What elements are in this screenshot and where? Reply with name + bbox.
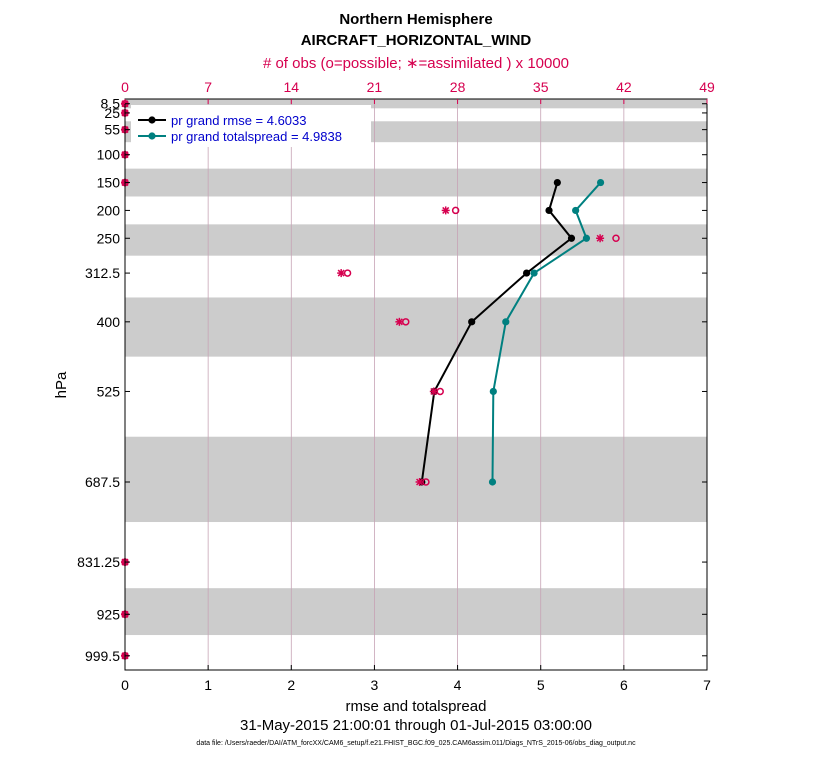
obs-assimilated-marker [337,269,346,278]
top-tick-label: 21 [367,79,383,95]
level-band [125,99,707,109]
obs-assimilated-marker [429,387,438,396]
y-tick-label: 999.5 [85,648,120,664]
y-tick-label: 831.25 [77,554,120,570]
x-tick-label: 2 [287,677,295,693]
x-tick-label: 3 [371,677,379,693]
obs-star-stroke [395,318,403,326]
top-tick-label: 14 [283,79,299,95]
x-tick-label: 4 [454,677,462,693]
legend: pr grand rmse = 4.6033 pr grand totalspr… [131,105,371,147]
obs-star-stroke [442,206,450,214]
series-point-0 [522,269,531,277]
series-point-1 [582,234,591,242]
chart-title: Northern Hemisphere [339,11,492,28]
series-point-0 [468,318,476,326]
obs-star-stroke [596,234,604,242]
x-axis-ticks: 0 1 2 3 4 5 6 7 [121,665,711,693]
level-bands [125,99,707,636]
series-point-1 [530,269,538,277]
y-tick-label: 525 [97,383,121,399]
x-tick-label: 6 [620,677,628,693]
top-tick-label: 42 [616,79,632,95]
top-tick-label: 35 [533,79,549,95]
series-point-0 [553,178,561,187]
series-point-1 [596,178,605,187]
plot-frame [124,98,708,671]
obs-assimilated-marker [441,206,450,215]
obs-possible-marker [343,269,352,277]
y-tick-label: 200 [97,202,121,218]
y-tick-label: 8.5 [101,96,121,112]
x-tick-label: 0 [121,677,129,693]
y-tick-label: 925 [97,606,121,622]
data-file-footer: data file: /Users/raeder/DAI/ATM_forcXX/… [196,740,636,747]
obs-possible-marker [451,206,460,215]
y-axis-label: hPa [53,371,70,398]
obs-star-stroke [416,478,424,486]
legend-marker-spread [148,132,156,140]
obs-star-stroke [337,269,345,277]
legend-entry-spread: pr grand totalspread = 4.9838 [171,129,342,144]
obs-star-stroke [430,387,438,395]
x-tick-label: 7 [703,677,711,693]
level-band [125,436,707,523]
series-point-0 [545,206,553,215]
date-range-label: 31-May-2015 21:00:01 through 01-Jul-2015… [240,717,592,734]
series-point-0 [567,234,576,242]
top-tick-label: 28 [450,79,466,95]
x-axis-label: rmse and totalspread [346,698,487,715]
obs-possible-marker [612,234,620,243]
obs-assimilated-marker [395,317,404,326]
legend-marker-rmse [148,116,156,124]
legend-box [131,105,371,147]
x-tick-label: 1 [204,677,212,693]
y-tick-label: 100 [97,147,121,163]
level-band [125,588,707,636]
legend-entry-rmse: pr grand rmse = 4.6033 [171,113,307,128]
top-axis-label: # of obs (o=possible; ∗=assimilated ) x … [263,55,569,72]
level-band [125,168,707,197]
level-band [125,224,707,256]
top-tick-label: 0 [121,79,129,95]
obs-assimilated-marker [415,477,424,486]
chart-subtitle: AIRCRAFT_HORIZONTAL_WIND [301,32,532,49]
series-point-1 [488,478,497,486]
y-tick-label: 25 [104,105,120,121]
y-tick-label: 687.5 [85,474,120,490]
obs-possible-marker [436,387,444,396]
top-axis-ticks: 0 7 14 21 28 35 42 49 [121,79,715,104]
obs-assimilated-marker [596,234,605,243]
y-tick-label: 312.5 [85,265,120,281]
x-tick-label: 5 [537,677,545,693]
series-point-1 [489,387,497,396]
level-band [125,297,707,357]
y-tick-label: 250 [97,230,121,246]
top-tick-label: 49 [699,79,715,95]
series-point-1 [502,318,510,326]
y-tick-label: 150 [97,175,121,191]
y-tick-label: 55 [104,122,120,138]
y-tick-label: 400 [97,314,121,330]
vertical-grid [207,99,625,670]
series-point-1 [572,206,580,215]
top-tick-label: 7 [204,79,212,95]
